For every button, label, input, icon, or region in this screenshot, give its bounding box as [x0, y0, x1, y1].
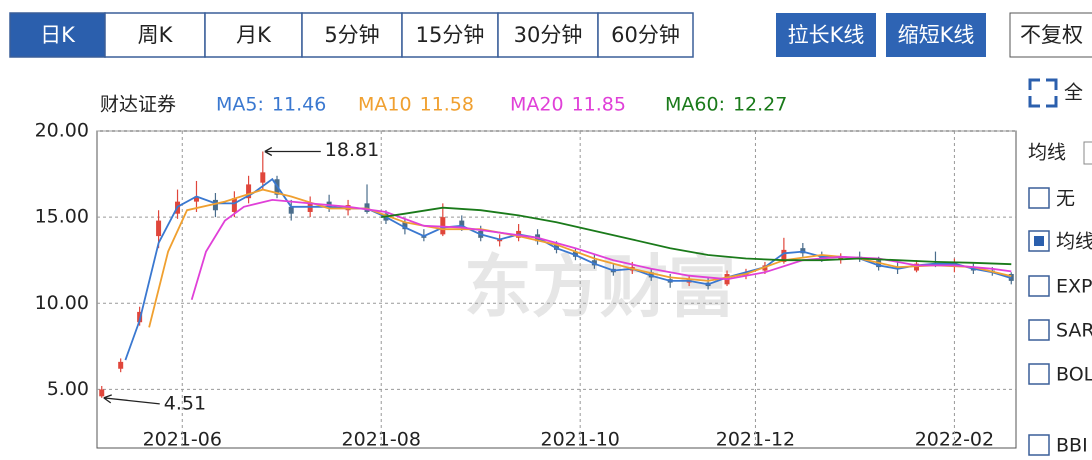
tab[interactable] [597, 12, 694, 58]
legend-name: MA20 [510, 94, 564, 116]
checkbox[interactable] [1028, 319, 1050, 341]
y-tick-label: 20.00 [35, 120, 89, 142]
candle-body [260, 172, 266, 183]
checkbox[interactable] [1028, 275, 1050, 297]
legend-value: 11.85 [572, 94, 626, 116]
stock-name: 财达证券 [100, 94, 176, 116]
candle-body [118, 361, 124, 369]
legend-value: 11.46 [272, 94, 326, 116]
candle-body [246, 184, 252, 199]
plot-area [96, 130, 1017, 449]
tab[interactable] [401, 12, 499, 58]
tab[interactable] [9, 12, 106, 58]
checkbox-label[interactable]: 均线 [1056, 231, 1092, 253]
checkbox-mark [1034, 236, 1044, 246]
max-arrow [264, 146, 321, 157]
legend-name: MA5: [216, 94, 264, 116]
dropdown-label[interactable]: 不复权 [1020, 23, 1083, 47]
legend-value: 11.58 [420, 94, 474, 116]
checkbox-label[interactable]: BOL [1056, 364, 1092, 386]
watermark: 东方财富 [464, 249, 736, 328]
min-label: 4.51 [164, 392, 206, 414]
checkbox-label[interactable]: BBI [1056, 435, 1088, 457]
max-label: 18.81 [325, 139, 379, 161]
ma-select[interactable] [1083, 141, 1092, 165]
ma-line [381, 206, 1012, 266]
checkbox-label[interactable]: EXP [1056, 276, 1092, 298]
checkbox-label[interactable]: 无 [1056, 188, 1075, 210]
legend-name: MA60: [665, 94, 725, 116]
candle-body [781, 249, 787, 262]
y-tick-label: 5.00 [47, 378, 89, 400]
y-tick-label: 15.00 [35, 206, 89, 228]
ma-header: 均线 [1028, 142, 1066, 164]
button[interactable] [776, 13, 876, 57]
candle-body [459, 220, 465, 228]
checkbox-label[interactable]: SAR [1056, 320, 1092, 342]
checkbox[interactable] [1028, 363, 1050, 385]
tab[interactable] [204, 12, 303, 58]
candle-body [212, 199, 218, 211]
button-label[interactable]: 缩短K线 [898, 23, 975, 47]
checkbox[interactable] [1028, 434, 1050, 456]
candle-body [402, 222, 408, 230]
tab-label[interactable]: 周K [138, 23, 174, 47]
tab[interactable] [497, 12, 599, 58]
tab[interactable] [104, 12, 206, 58]
button[interactable] [886, 13, 986, 57]
dropdown[interactable] [1009, 12, 1092, 58]
tab-label[interactable]: 月K [236, 23, 272, 47]
tab-label[interactable]: 60分钟 [611, 23, 680, 47]
tab-label[interactable]: 30分钟 [514, 23, 583, 47]
fullscreen-label[interactable]: 全 [1064, 82, 1083, 104]
min-arrow [103, 394, 160, 405]
y-tick-label: 10.00 [35, 292, 89, 314]
checkbox[interactable] [1028, 187, 1050, 209]
tab-label[interactable]: 日K [40, 23, 76, 47]
tab-label[interactable]: 15分钟 [416, 23, 485, 47]
fullscreen-icon[interactable] [1028, 78, 1058, 108]
candle-body [288, 206, 294, 214]
button-label[interactable]: 拉长K线 [788, 23, 865, 47]
legend-value: 12.27 [733, 94, 787, 116]
legend-name: MA10 [358, 94, 412, 116]
tab-label[interactable]: 5分钟 [324, 23, 379, 47]
candle-body [99, 389, 105, 397]
candle-body [231, 198, 237, 212]
candle-body [193, 196, 199, 202]
candle-body [156, 220, 162, 237]
